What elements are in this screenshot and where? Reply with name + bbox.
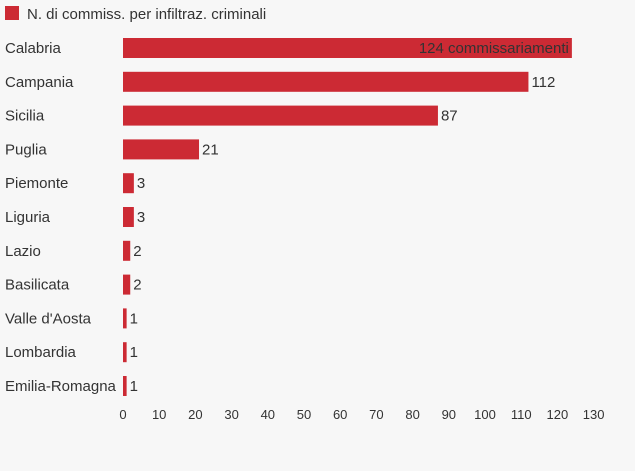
- value-label: 1: [130, 310, 138, 327]
- bar[interactable]: [123, 342, 127, 363]
- bar[interactable]: [123, 308, 127, 329]
- value-label: 3: [137, 209, 145, 226]
- category-label: Basilicata: [5, 277, 70, 294]
- x-tick-label: 10: [152, 407, 166, 422]
- x-tick-label: 60: [333, 407, 347, 422]
- category-label: Valle d'Aosta: [5, 310, 92, 327]
- value-label: 87: [441, 108, 458, 125]
- x-tick-label: 120: [547, 407, 569, 422]
- category-label: Liguria: [5, 209, 51, 226]
- x-tick-label: 30: [224, 407, 238, 422]
- value-label: 1: [130, 344, 138, 361]
- category-label: Puglia: [5, 141, 47, 158]
- bar[interactable]: [123, 105, 438, 126]
- bar[interactable]: [123, 376, 127, 396]
- bar[interactable]: [123, 71, 529, 92]
- x-tick-label: 110: [511, 407, 532, 422]
- category-label: Emilia-Romagna: [5, 378, 117, 395]
- category-label: Piemonte: [5, 175, 68, 192]
- legend-swatch: [5, 6, 19, 20]
- category-label: Lazio: [5, 243, 41, 260]
- category-label: Campania: [5, 74, 74, 91]
- value-label: 124 commissariamenti: [419, 40, 569, 57]
- bars: [123, 38, 572, 396]
- bar[interactable]: [123, 274, 131, 295]
- x-tick-label: 40: [261, 407, 275, 422]
- value-label: 2: [133, 277, 141, 294]
- x-axis-ticks: 0 10 20 30 40 50 60 70 80 90 100 110 120 130: [119, 407, 604, 422]
- value-label: 2: [133, 243, 141, 260]
- value-label: 1: [130, 378, 138, 395]
- value-label: 112: [531, 74, 555, 91]
- bar[interactable]: [123, 240, 131, 261]
- bar[interactable]: [123, 207, 134, 227]
- x-tick-label: 130: [583, 407, 605, 422]
- x-tick-label: 80: [405, 407, 419, 422]
- bar[interactable]: [123, 139, 200, 160]
- category-labels: Calabria Campania Sicilia Puglia Piemonte Lig…: [5, 40, 117, 395]
- x-tick-label: 50: [297, 407, 311, 422]
- x-tick-label: 90: [442, 407, 456, 422]
- legend-label: N. di commiss. per infiltraz. criminali: [27, 6, 266, 23]
- category-label: Lombardia: [5, 344, 77, 361]
- x-tick-label: 0: [119, 407, 126, 422]
- category-label: Calabria: [5, 40, 62, 57]
- value-label: 3: [137, 175, 145, 192]
- x-tick-label: 100: [474, 407, 496, 422]
- category-label: Sicilia: [5, 108, 45, 125]
- value-label: 21: [202, 141, 219, 158]
- bar[interactable]: [123, 38, 572, 58]
- legend[interactable]: N. di commiss. per infiltraz. criminali: [5, 6, 266, 23]
- x-tick-label: 20: [188, 407, 202, 422]
- bar[interactable]: [123, 173, 134, 194]
- x-tick-label: 70: [369, 407, 383, 422]
